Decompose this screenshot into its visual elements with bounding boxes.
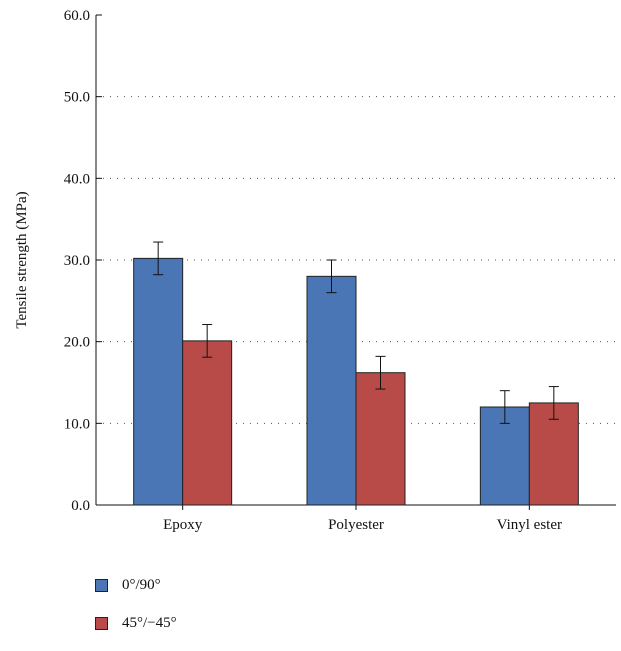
legend-swatch-0-90 (95, 578, 108, 592)
y-tick-label-5: 50.0 (64, 90, 90, 106)
bar-0-1 (182, 340, 233, 506)
bar-1-1 (355, 372, 406, 506)
bar-2-1 (528, 402, 579, 506)
bar-2-0 (479, 406, 530, 506)
chart: 0.0 10.0 20.0 30.0 40.0 50.0 60.0 Tensile stren… (14, 8, 616, 533)
y-tick-label-0: 0.0 (71, 498, 90, 514)
y-tick-label-2: 20.0 (64, 335, 90, 351)
legend: 0°/90° 45°/−45° (95, 575, 177, 651)
legend-label-45-minus45: 45°/−45° (122, 614, 177, 631)
y-tick-label-4: 40.0 (64, 171, 90, 187)
legend-item-0-90: 0°/90° (95, 575, 177, 595)
legend-label-0-90: 0°/90° (122, 576, 161, 593)
y-tick-label-6: 60.0 (64, 8, 90, 24)
legend-swatch-45-minus45 (95, 616, 108, 630)
bar-1-0 (306, 275, 357, 506)
bar-chart: 0.0 10.0 20.0 30.0 40.0 50.0 60.0 Tensile stren… (14, 8, 616, 533)
x-tick-label-0: Epoxy (163, 517, 203, 533)
y-axis-label: Tensile strength (MPa) (14, 191, 30, 328)
bar-0-0 (133, 257, 184, 506)
y-tick-label-3: 30.0 (64, 253, 90, 269)
x-tick-label-2: Vinyl ester (497, 517, 562, 533)
legend-item-45-minus45: 45°/−45° (95, 613, 177, 633)
y-tick-label-1: 10.0 (64, 416, 90, 432)
x-tick-label-1: Polyester (328, 517, 384, 533)
